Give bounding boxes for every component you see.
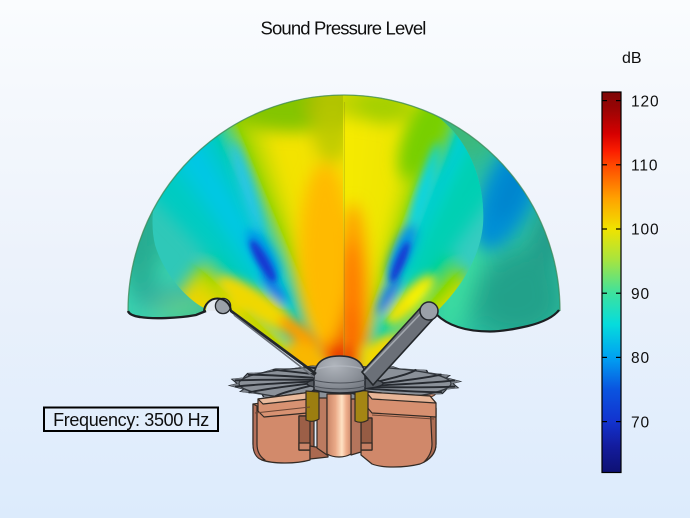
svg-text:Sound Pressure Level: Sound Pressure Level xyxy=(260,18,425,39)
svg-text:80: 80 xyxy=(631,350,650,367)
svg-text:110: 110 xyxy=(631,158,658,175)
svg-text:dB: dB xyxy=(622,50,642,67)
svg-text:90: 90 xyxy=(631,286,650,303)
svg-text:70: 70 xyxy=(631,414,650,431)
svg-text:120: 120 xyxy=(631,93,660,110)
svg-text:100: 100 xyxy=(631,222,660,239)
svg-text:Frequency: 3500 Hz: Frequency: 3500 Hz xyxy=(53,410,209,430)
